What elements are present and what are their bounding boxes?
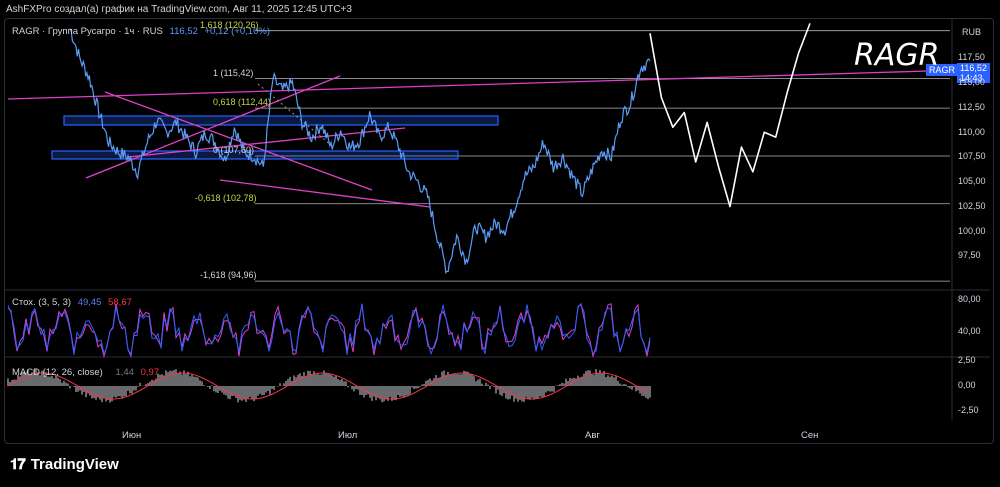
price-series-line <box>69 28 651 275</box>
chart-header: AshFXPro создал(а) график на TradingView… <box>6 4 352 15</box>
trend-line <box>104 91 373 191</box>
stoch-axis-tick: 80,00 <box>958 294 981 304</box>
price-tag-time: 14:43 <box>960 73 983 83</box>
macd-label[interactable]: MACD (12, 26, close) <box>12 367 103 378</box>
fib-label: 0 (107,60) <box>213 145 255 155</box>
trend-line <box>7 70 929 100</box>
price-change: +0,12 (+0,10%) <box>204 26 271 37</box>
macd-signal-line <box>7 372 649 400</box>
macd-value: 1,44 <box>115 367 134 378</box>
stoch-d-line <box>7 302 651 359</box>
currency-label: RUB <box>962 27 982 37</box>
support-zone <box>51 150 459 160</box>
price-axis-tick: 117,50 <box>958 52 985 62</box>
price-tag-value: 116,52 <box>960 63 987 73</box>
ticker-tag: RAGR <box>926 64 959 76</box>
time-axis-tick: Июн <box>122 430 142 441</box>
macd-axis-tick: 0,00 <box>958 380 976 390</box>
price-axis-tick: 97,50 <box>958 250 981 260</box>
stoch-axis-tick: 40,00 <box>958 326 981 336</box>
main-legend: RAGR · Группа Русагро · 1ч · RUS 116,52 … <box>12 26 274 37</box>
stoch-label[interactable]: Стох. (3, 5, 3) <box>12 297 72 308</box>
fib-label: -0,618 (102,78) <box>195 192 257 203</box>
trend-line <box>219 179 431 208</box>
macd-axis-tick: -2,50 <box>958 405 979 415</box>
fib-label: 0,618 (112,44) <box>213 97 271 108</box>
price-axis-tick: 112,50 <box>958 102 985 112</box>
stoch-d-value: 58,67 <box>108 297 132 308</box>
symbol-label[interactable]: RAGR · Группа Русагро · 1ч · RUS <box>12 26 163 37</box>
trend-line <box>85 75 341 179</box>
time-axis-tick: Авг <box>585 430 600 441</box>
stoch-legend: Стох. (3, 5, 3) 49,45 58,67 <box>12 297 136 308</box>
projection-path <box>649 23 811 208</box>
fib-label: 1 (115,42) <box>213 67 254 78</box>
handwritten-ragr-label: RAGR <box>854 38 940 73</box>
price-axis-tick: 115,00 <box>958 77 985 87</box>
last-price: 116,52 <box>169 26 198 37</box>
signal-value: 0,97 <box>140 367 160 378</box>
time-axis-tick: Сен <box>801 430 819 441</box>
chart-frame <box>4 18 994 444</box>
stoch-k-value: 49,45 <box>77 297 102 308</box>
price-axis-tick: 110,00 <box>958 127 985 137</box>
tradingview-logo-icon: 𝟏𝟕 <box>10 456 26 473</box>
fib-label: -1,618 (94,96) <box>200 270 257 281</box>
macd-legend: MACD (12, 26, close) 1,44 0,97 <box>12 367 163 378</box>
time-axis-tick: Июл <box>338 430 358 441</box>
resistance-zone <box>63 115 499 126</box>
brand-name: TradingView <box>30 456 119 473</box>
fib-label: 1,618 (120,26) <box>200 19 259 30</box>
stoch-k-line <box>7 304 651 356</box>
tradingview-brand: 𝟏𝟕 TradingView <box>10 456 119 473</box>
price-axis-tick: 100,00 <box>958 226 986 236</box>
price-axis-tick: 102,50 <box>958 201 986 211</box>
macd-axis-tick: 2,50 <box>958 355 976 365</box>
last-price-tag: 116,52 14:43 <box>957 63 990 83</box>
price-axis-tick: 107,50 <box>958 151 986 161</box>
price-axis-tick: 105,00 <box>958 176 986 186</box>
